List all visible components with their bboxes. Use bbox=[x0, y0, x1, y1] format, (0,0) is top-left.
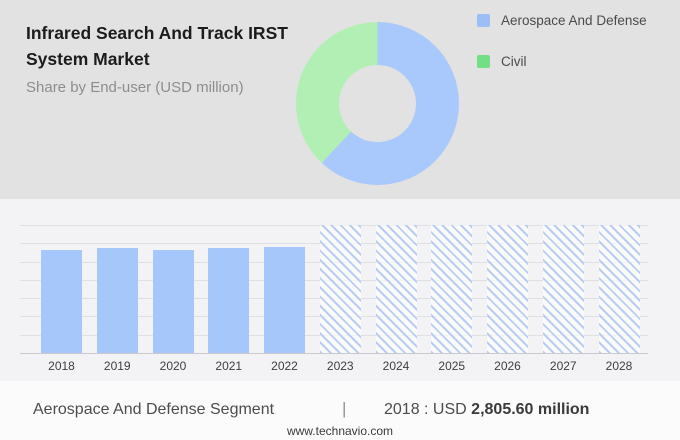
legend-item: Civil bbox=[477, 54, 647, 69]
title-block: Infrared Search And Track IRST System Ma… bbox=[26, 20, 326, 96]
bar-2022 bbox=[264, 247, 305, 353]
forecast-hatch-2023 bbox=[319, 225, 361, 353]
bar-chart-section: 2018 2019 2020 2021 2022 2023 2024 2025 2026 2027… bbox=[0, 199, 680, 381]
x-tick-label: 2026 bbox=[494, 359, 521, 373]
page-title: Infrared Search And Track IRST System Ma… bbox=[26, 23, 288, 69]
forecast-hatch-2024 bbox=[375, 225, 417, 353]
x-tick-label: 2024 bbox=[382, 359, 410, 373]
x-tick-label: 2023 bbox=[326, 359, 354, 373]
x-axis-labels: 2018 2019 2020 2021 2022 2023 2024 2025 2026 2027… bbox=[20, 359, 648, 375]
legend-swatch-icon bbox=[477, 14, 490, 27]
header-section: Infrared Search And Track IRST System Ma… bbox=[0, 0, 680, 199]
legend-label: Civil bbox=[501, 54, 527, 69]
value-amount: 2,805.60 million bbox=[471, 401, 590, 418]
x-tick-label: 2028 bbox=[605, 359, 633, 373]
x-tick-label: 2018 bbox=[48, 359, 75, 373]
segment-value: 2018 : USD 2,805.60 million bbox=[384, 401, 589, 419]
caption-divider: | bbox=[342, 399, 347, 418]
value-prefix: 2018 : USD bbox=[384, 401, 467, 418]
x-tick-label: 2019 bbox=[103, 359, 131, 373]
legend-item: Aerospace And Defense bbox=[477, 13, 647, 28]
donut-hole bbox=[339, 65, 416, 142]
forecast-hatch-2026 bbox=[487, 225, 528, 353]
forecast-hatch-2027 bbox=[542, 225, 584, 353]
x-tick-label: 2022 bbox=[271, 359, 298, 373]
forecast-hatch-2025 bbox=[431, 225, 473, 353]
caption-section: Aerospace And Defense Segment | 2018 : U… bbox=[0, 381, 680, 440]
bar-2021 bbox=[208, 248, 250, 353]
bar-2020 bbox=[152, 250, 194, 353]
x-tick-label: 2027 bbox=[549, 359, 577, 373]
bar-2019 bbox=[96, 248, 138, 353]
legend-swatch-icon bbox=[477, 55, 490, 68]
website-link[interactable]: www.technavio.com bbox=[286, 424, 394, 438]
bar-chart-plot-area bbox=[20, 225, 648, 354]
x-axis-line bbox=[20, 353, 648, 354]
forecast-hatch-2028 bbox=[598, 225, 640, 353]
segment-label: Aerospace And Defense Segment bbox=[33, 401, 275, 418]
bar-2018 bbox=[41, 250, 82, 353]
x-tick-label: 2025 bbox=[438, 359, 466, 373]
chart-legend: Aerospace And Defense Civil bbox=[477, 13, 647, 69]
x-tick-label: 2020 bbox=[159, 359, 187, 373]
legend-label: Aerospace And Defense bbox=[501, 13, 647, 28]
end-user-donut-chart bbox=[296, 22, 459, 185]
page-subtitle: Share by End-user (USD million) bbox=[26, 79, 244, 96]
x-tick-label: 2021 bbox=[215, 359, 243, 373]
